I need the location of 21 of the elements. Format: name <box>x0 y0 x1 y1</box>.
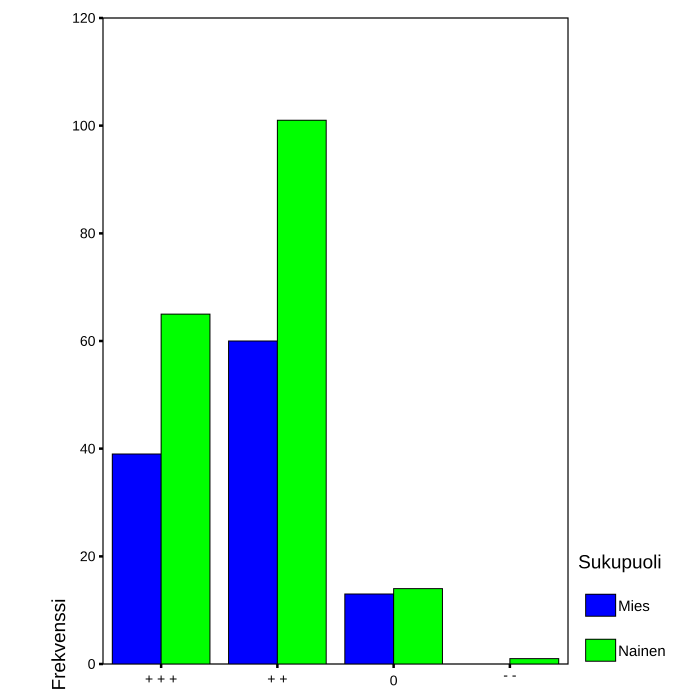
legend-label: Nainen <box>619 645 665 656</box>
x-tick-label: + + + <box>146 676 177 682</box>
y-tick-label: 120 <box>73 13 95 23</box>
y-tick-label: 60 <box>80 336 95 346</box>
bar <box>394 588 442 664</box>
legend-title: Sukupuoli <box>578 554 660 572</box>
x-tick-label: + + <box>268 676 287 682</box>
y-tick-label: 100 <box>73 120 95 131</box>
bar <box>228 340 278 664</box>
y-tick-label: 80 <box>80 228 95 238</box>
y-tick-label: 0 <box>88 659 95 669</box>
legend-label: Mies <box>619 600 650 612</box>
bar <box>344 594 394 664</box>
bar <box>161 314 210 664</box>
y-tick-label: 40 <box>80 444 95 454</box>
x-tick-label: - - <box>504 676 516 677</box>
y-tick-label: 20 <box>80 551 95 562</box>
y-axis-title: Frekvenssi <box>51 600 66 689</box>
bar <box>112 454 162 664</box>
x-tick-label: 0 <box>390 676 397 686</box>
bar <box>277 120 326 664</box>
